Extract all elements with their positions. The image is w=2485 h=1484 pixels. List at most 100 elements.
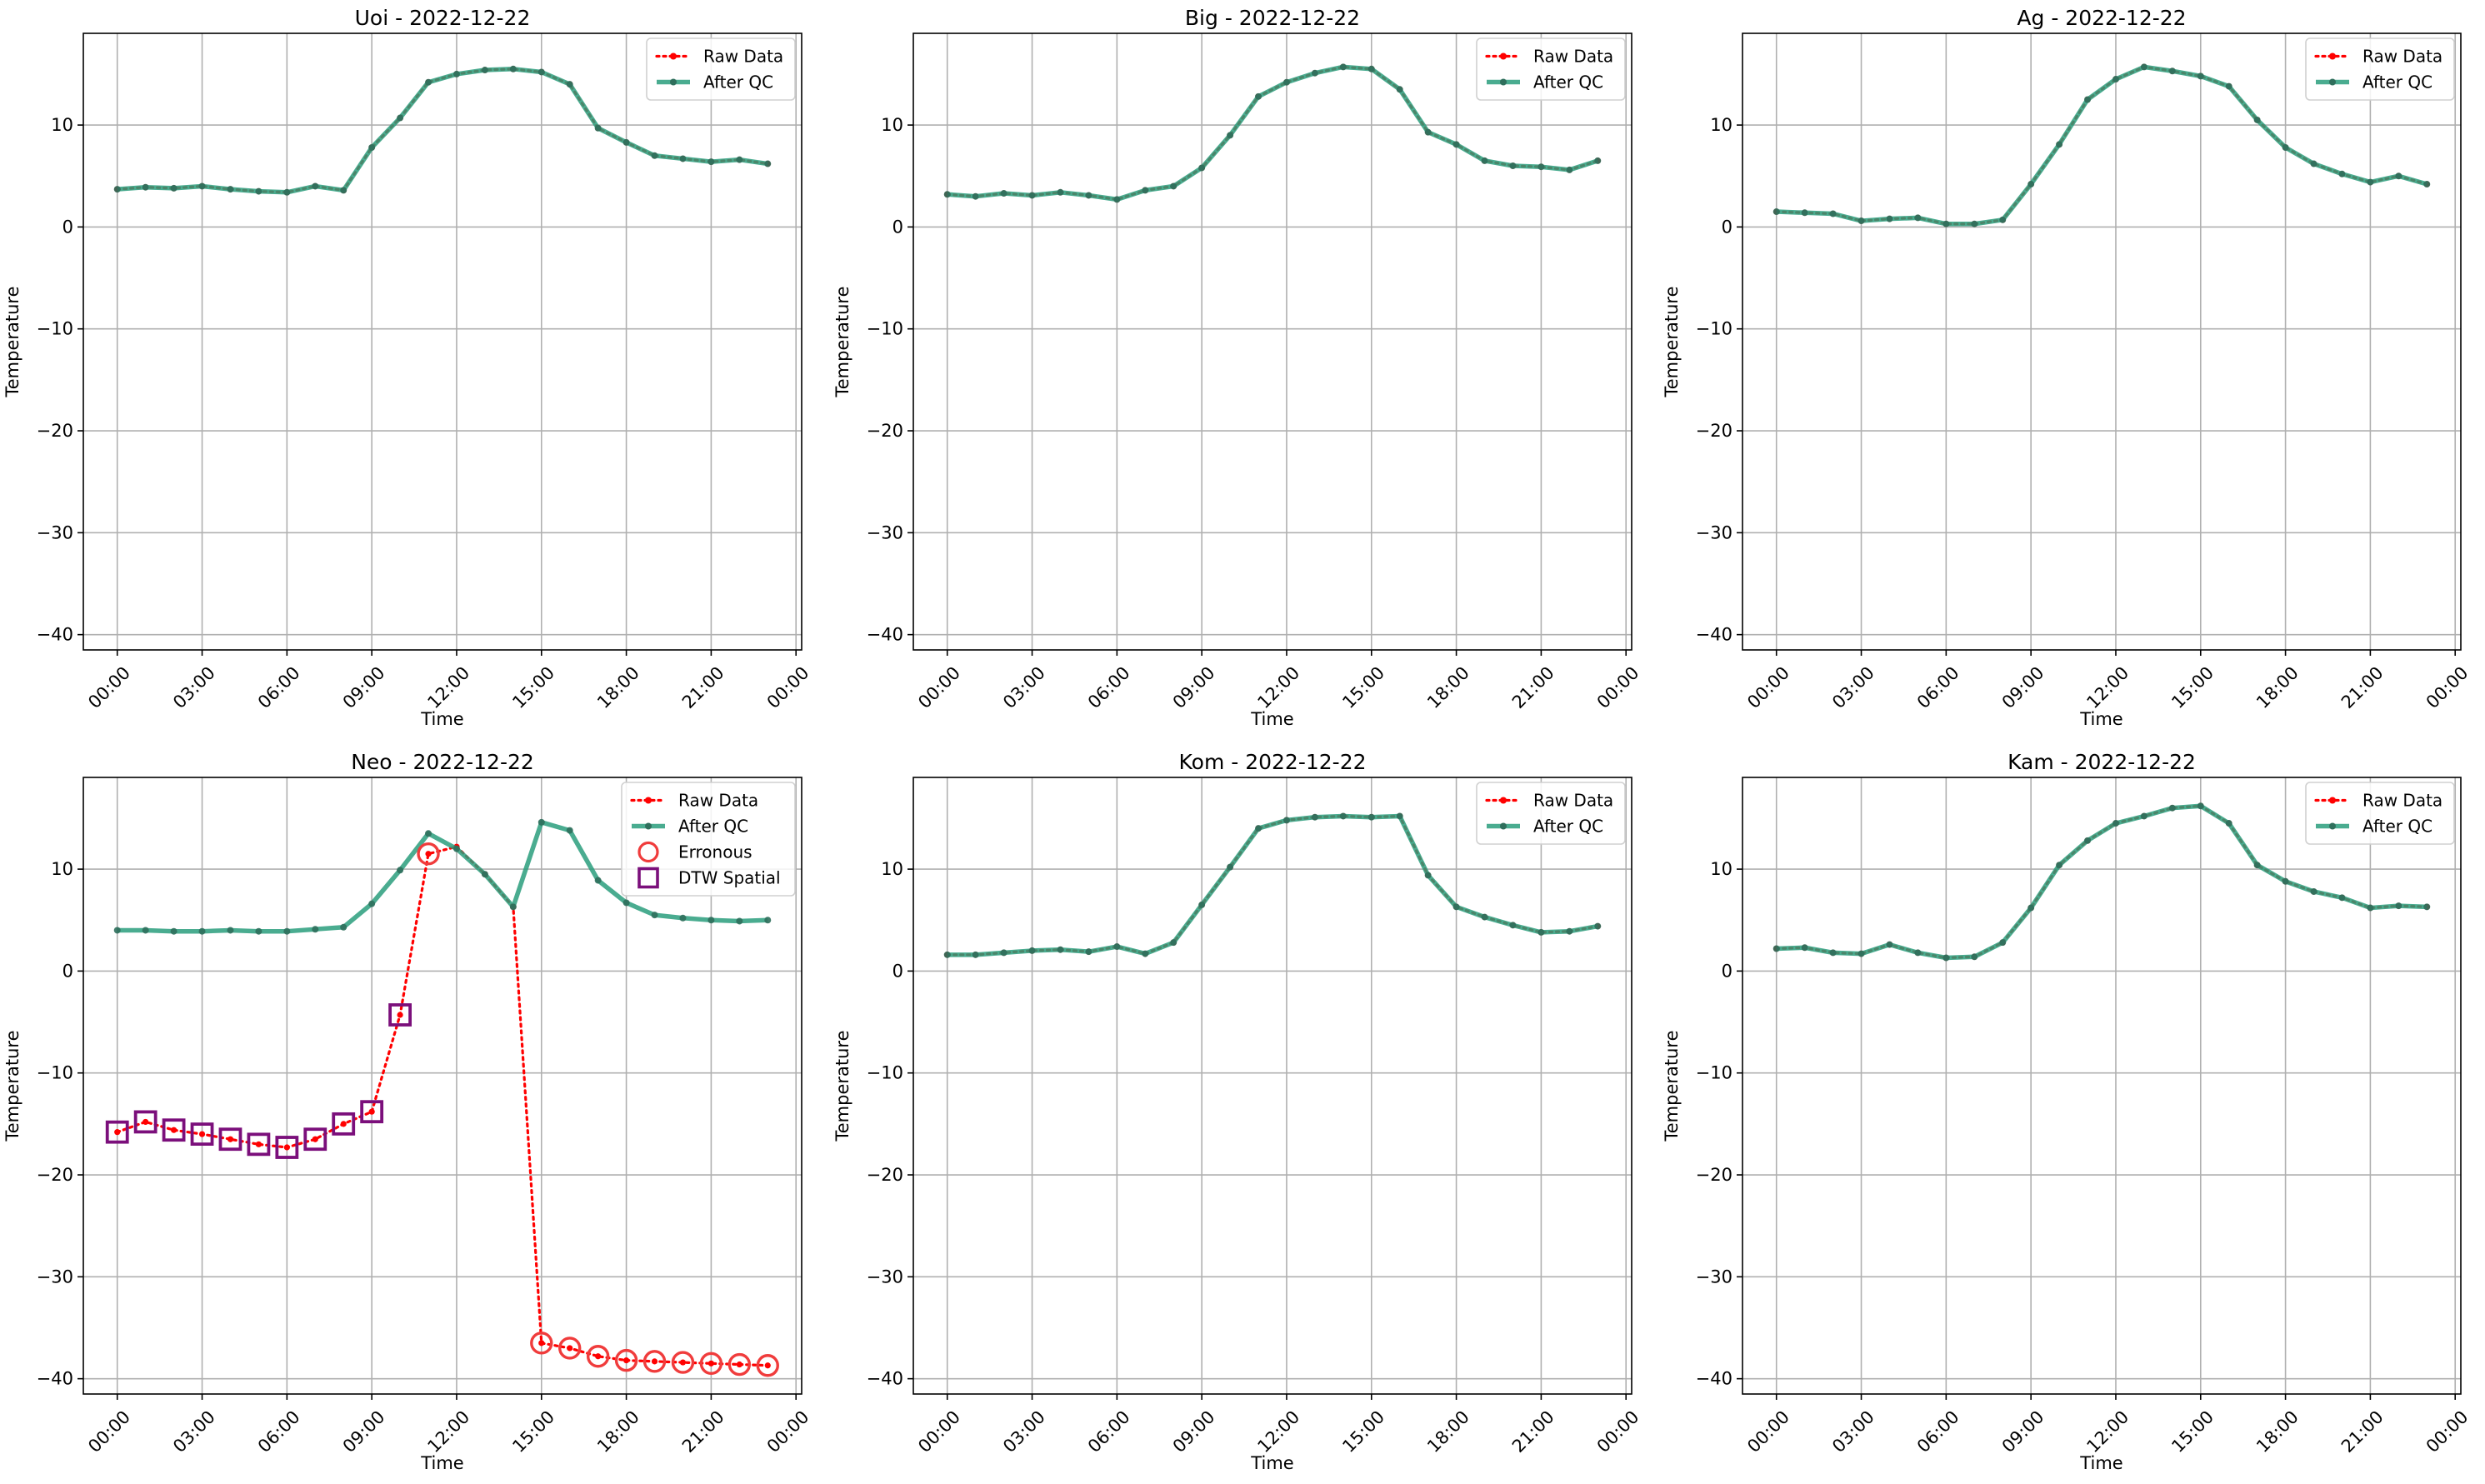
axes-frame — [912, 32, 1632, 651]
raw-data-point — [198, 1131, 206, 1137]
x-tick-label: 00:00 — [914, 662, 964, 712]
raw-data-point — [651, 1358, 658, 1365]
y-tick-label: 0 — [892, 217, 903, 237]
after-qc-point — [2253, 116, 2261, 123]
raw-data-point — [397, 1012, 403, 1018]
after-qc-point — [2253, 862, 2261, 869]
after-qc-point — [2282, 877, 2289, 885]
after-qc-point — [481, 871, 488, 878]
dtw-spatial-marker — [218, 1127, 242, 1152]
y-axis-label: Temperature — [2, 286, 22, 397]
legend-dtw-spatial-swatch — [638, 867, 659, 889]
legend-label: After QC — [1533, 817, 1603, 837]
y-axis-label: Temperature — [832, 1030, 852, 1142]
after-qc-point — [651, 152, 658, 159]
x-tick-label: 09:00 — [339, 662, 389, 712]
dtw-spatial-marker — [332, 1112, 356, 1136]
x-tick-label: 03:00 — [169, 1407, 219, 1457]
after-qc-point — [2367, 178, 2374, 186]
raw-data-point — [736, 1361, 742, 1368]
y-tick-label: −40 — [1696, 625, 1732, 645]
after-qc-point — [2310, 160, 2318, 167]
legend-label: Raw Data — [1533, 47, 1613, 67]
x-tick-label: 18:00 — [1423, 1407, 1473, 1457]
after-qc-point — [1971, 220, 1978, 227]
dtw-spatial-marker — [162, 1118, 186, 1142]
legend-box — [621, 782, 796, 897]
x-tick-label: 12:00 — [1253, 1407, 1303, 1457]
after-qc-point — [1057, 946, 1064, 953]
y-tick-label: 10 — [881, 115, 903, 135]
erronous-marker — [614, 1348, 638, 1372]
axes-frame — [912, 777, 1632, 1395]
raw-data-point — [538, 1340, 545, 1347]
after-qc-point — [227, 927, 234, 934]
legend-label: Raw Data — [703, 47, 783, 67]
after-qc-point — [2140, 812, 2148, 820]
x-tick-label: 21:00 — [2338, 1407, 2388, 1457]
y-tick-label: −40 — [867, 625, 903, 645]
legend-label: Erronous — [678, 842, 752, 862]
y-tick-label: −30 — [1696, 522, 1732, 542]
after-qc-point — [1914, 949, 1922, 957]
after-qc-point — [764, 917, 772, 924]
legend: Raw Data After QC — [1476, 37, 1626, 101]
x-tick-label: 12:00 — [423, 662, 473, 712]
after-qc-point — [2395, 902, 2402, 910]
x-tick-label: 00:00 — [1593, 662, 1643, 712]
y-tick-label: −30 — [37, 1267, 73, 1287]
x-tick-label: 06:00 — [1084, 662, 1134, 712]
after-qc-point — [2225, 820, 2232, 827]
erronous-marker — [417, 842, 440, 866]
legend-after-qc-point — [2329, 78, 2336, 86]
after-qc-point — [198, 927, 206, 935]
y-tick-label: 0 — [62, 217, 73, 237]
x-tick-label: 00:00 — [914, 1407, 964, 1457]
subplot-kam: 00:00 03:00 06:00 09:00 12:00 15:00 18:00 21:00… — [1662, 750, 2472, 1473]
legend-raw-data-point — [2329, 52, 2336, 60]
y-tick-label: −10 — [867, 1063, 903, 1083]
x-tick-label: 03:00 — [169, 662, 219, 712]
x-tick-label: 09:00 — [1169, 662, 1219, 712]
x-tick-label: 12:00 — [2082, 662, 2132, 712]
after-qc-point — [566, 81, 573, 88]
after-qc-point — [312, 926, 319, 933]
after-qc-point — [1424, 872, 1432, 879]
after-qc-point — [340, 187, 348, 194]
x-tick-label: 03:00 — [999, 662, 1049, 712]
after-qc-point — [1942, 954, 1950, 962]
after-qc-point — [368, 143, 376, 151]
x-tick-label: 18:00 — [593, 662, 643, 712]
after-qc-line — [117, 67, 768, 195]
after-qc-point — [1772, 208, 1780, 216]
y-tick-label: −40 — [1696, 1369, 1732, 1389]
after-qc-point — [2112, 820, 2119, 827]
after-qc-point — [1227, 132, 1234, 139]
after-qc-point — [1481, 913, 1488, 921]
x-tick-label: 12:00 — [423, 1407, 473, 1457]
raw-data-point — [679, 1359, 687, 1366]
after-qc-point — [1452, 141, 1460, 148]
after-qc-point — [651, 912, 658, 919]
after-qc-point — [566, 827, 573, 834]
after-qc-point — [2367, 904, 2374, 912]
after-qc-point — [1282, 817, 1290, 824]
after-qc-point — [708, 158, 715, 166]
after-qc-point — [1142, 187, 1149, 194]
after-qc-point — [1028, 192, 1036, 199]
after-qc-point — [1801, 209, 1808, 217]
raw-data-point — [114, 1129, 121, 1136]
after-qc-point — [1142, 950, 1149, 957]
after-qc-point — [1452, 903, 1460, 911]
after-qc-point — [1424, 128, 1432, 136]
legend-raw-data-point — [1500, 52, 1507, 60]
subplot-uoi: 00:00 03:00 06:00 09:00 12:00 15:00 18:00 21:00… — [2, 6, 812, 729]
legend-label: Raw Data — [2362, 791, 2442, 811]
y-tick-label: −10 — [1696, 319, 1732, 339]
subplot-neo: 00:00 03:00 06:00 09:00 12:00 15:00 18:00 21:00… — [2, 750, 812, 1473]
legend-after-qc-point — [1500, 822, 1507, 830]
x-axis-label: Time — [420, 709, 463, 729]
after-qc-point — [2056, 862, 2063, 869]
y-tick-label: 10 — [881, 859, 903, 879]
